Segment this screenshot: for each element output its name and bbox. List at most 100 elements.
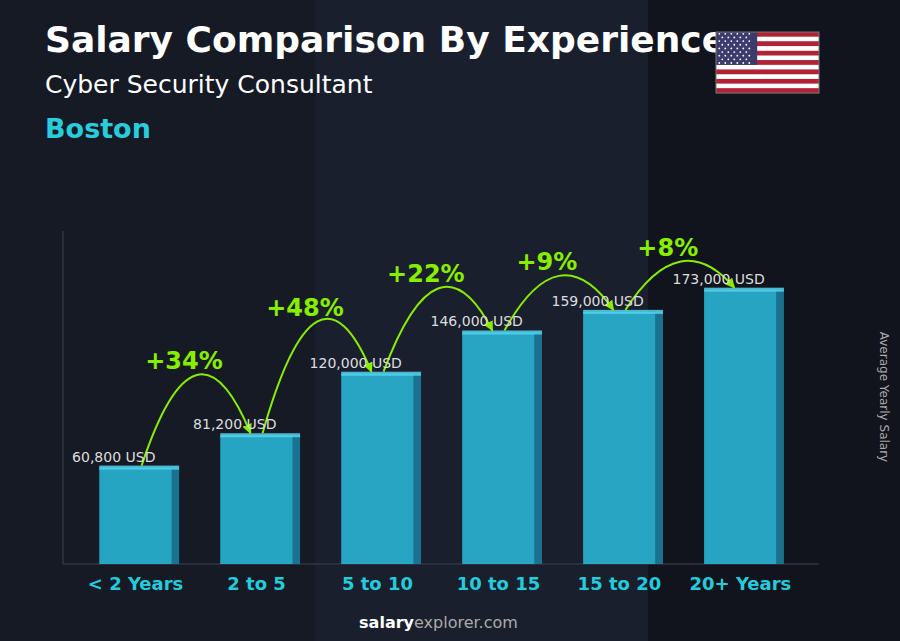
flag-star [733,58,735,60]
flag-star [742,48,744,50]
flag-star [748,40,750,42]
pct-change: +34% [145,347,223,375]
bar [704,290,777,564]
flag-star [718,55,720,57]
flag-star [727,58,729,60]
pct-change: +9% [516,248,577,276]
flag-star [721,51,723,53]
flag-star [742,62,744,64]
bar-side [535,332,542,564]
flag-star [724,62,726,64]
chart: Salary Comparison By Experience Cyber Sec… [0,0,900,641]
flag-border [716,32,819,93]
flag-star [718,48,720,50]
arrows [142,261,735,466]
flag-star [727,44,729,46]
flag-star [727,37,729,39]
flag-star [724,48,726,50]
flag-star [739,51,741,53]
value-label: 159,000 USD [552,293,644,309]
flag-star [730,55,732,57]
flag-stripe [716,79,819,84]
footer-bold: salary [359,613,414,632]
flag-star [721,44,723,46]
flag-star [745,51,747,53]
value-label: 81,200 USD [193,416,276,432]
flag-star [742,40,744,42]
bar [220,435,293,564]
flag-star [745,58,747,60]
flag-star [730,40,732,42]
x-tick-label: 15 to 20 [578,573,662,594]
bar [583,312,656,564]
subtitle: Cyber Security Consultant [45,70,373,99]
flag-star [739,44,741,46]
background [0,0,900,641]
bar-top [583,310,663,314]
bars [99,288,784,564]
flag-star [718,33,720,35]
x-tick-label: 10 to 15 [457,573,541,594]
flag [716,32,819,93]
flag-star [727,51,729,53]
flag-star [739,37,741,39]
flag-star [736,33,738,35]
flag-star [748,33,750,35]
bar-top [99,466,179,470]
bar [99,468,172,564]
flag-stripe [716,70,819,75]
flag-stripe [716,74,819,79]
x-tick-label: 5 to 10 [342,573,413,594]
flag-star [742,33,744,35]
flag-stripe [716,65,819,70]
flag-star [718,62,720,64]
background-panel [648,0,900,641]
flag-star [733,51,735,53]
flag-star [721,58,723,60]
y-label: Average Yearly Salary [877,332,891,462]
bar [462,332,535,564]
flag-star [736,40,738,42]
bar-top [704,288,784,292]
value-label: 120,000 USD [310,355,402,371]
flag-star [742,55,744,57]
bar-side [414,374,421,564]
flag-star [730,33,732,35]
flag-star [733,37,735,39]
flag-star [745,37,747,39]
title: Salary Comparison By Experience [45,19,726,60]
arrow [263,319,372,433]
flag-star [730,48,732,50]
flag-star [730,62,732,64]
flag-canton [716,32,757,65]
x-tick-label: 20+ Years [690,573,792,594]
flag-star [718,40,720,42]
x-tick-label: < 2 Years [88,573,183,594]
flag-star [739,58,741,60]
flag-star [736,48,738,50]
bar-side [293,435,300,564]
x-tick-label: 2 to 5 [227,573,286,594]
flag-star [724,33,726,35]
flag-star [745,44,747,46]
pct-change: +8% [637,234,698,262]
flag-star [748,55,750,57]
flag-star [721,37,723,39]
flag-star [748,48,750,50]
bar-top [462,330,542,334]
bar-top [220,433,300,437]
bar [341,374,414,564]
bar-side [172,468,179,564]
value-label: 146,000 USD [431,313,523,329]
flag-star [748,62,750,64]
flag-star [736,62,738,64]
flag-star [736,55,738,57]
y-axis-line [63,231,64,564]
flag-star [724,40,726,42]
flag-star [724,55,726,57]
value-label: 60,800 USD [72,449,155,465]
flag-stripe [716,84,819,89]
value-label: 173,000 USD [672,271,764,287]
bar-top [341,372,421,376]
bar-side [777,290,784,564]
